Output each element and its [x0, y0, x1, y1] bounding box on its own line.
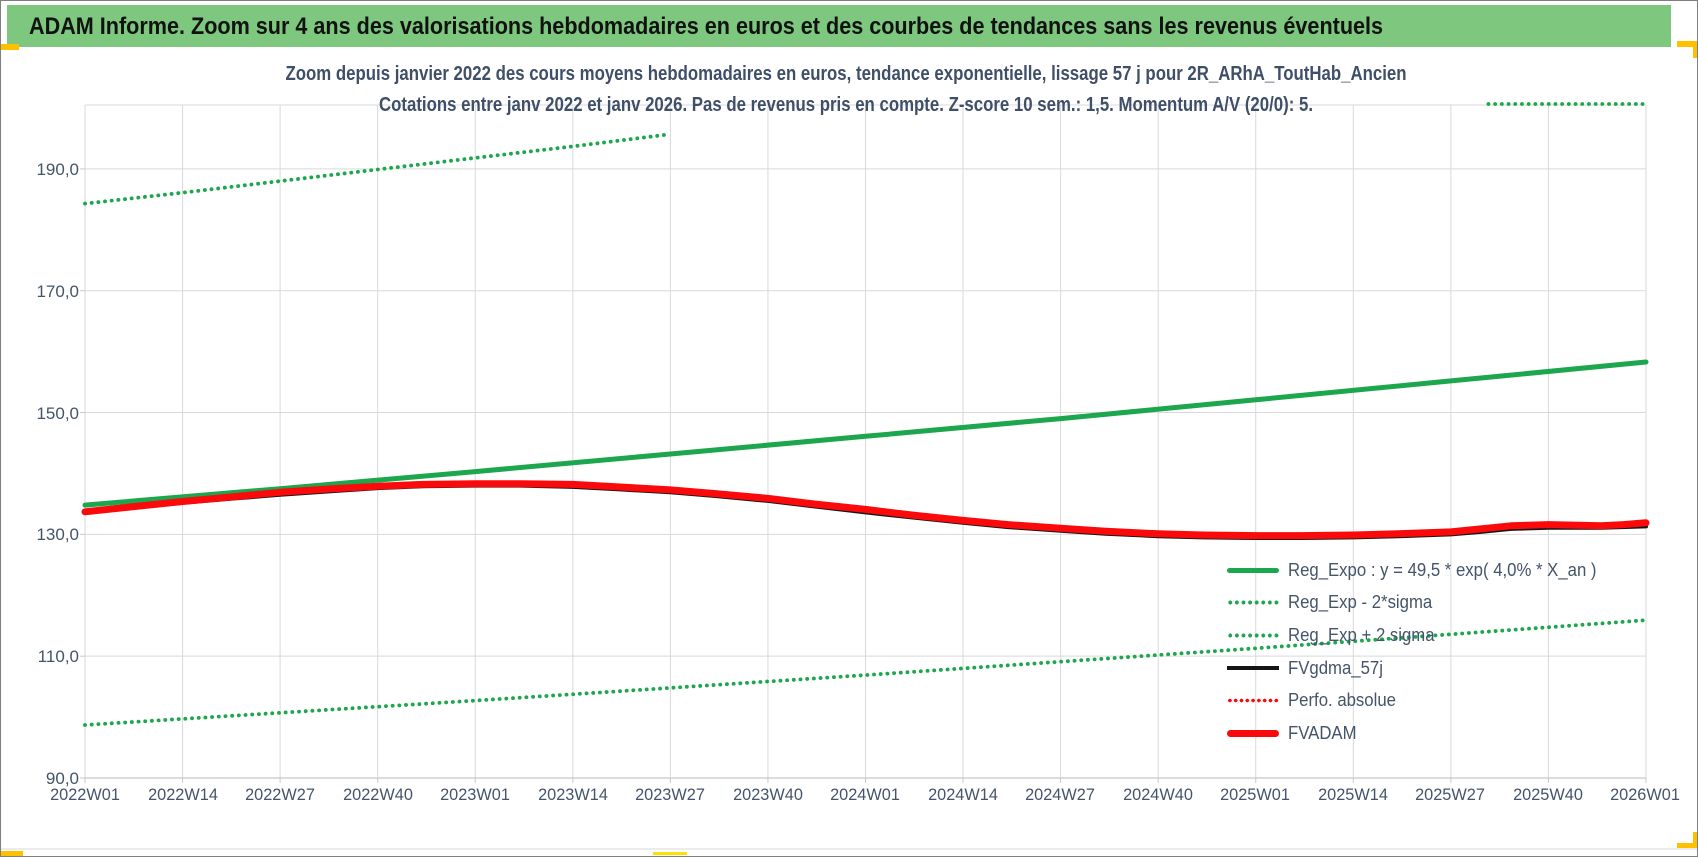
x-tick-label: 2023W14	[538, 785, 608, 804]
legend-label: Reg_Expo : y = 49,5 * exp( 4,0% * X_an )	[1288, 559, 1597, 580]
x-tick-label: 2022W01	[50, 785, 120, 804]
legend-label: FVADAM	[1288, 722, 1357, 743]
y-tick-label: 130,0	[36, 525, 79, 544]
legend-swatch-dotted-green-line	[1227, 600, 1279, 606]
x-tick-label: 2025W40	[1513, 785, 1583, 804]
legend-item-minus-2sigma: Reg_Exp - 2*sigma	[1227, 590, 1697, 616]
x-tick-label: 2026W01	[1610, 785, 1680, 804]
y-tick-label: 170,0	[36, 282, 79, 301]
x-tick-label: 2022W27	[245, 785, 315, 804]
series-reg-exp-minus-2sigma	[83, 618, 1648, 727]
series-reg-expo	[82, 359, 1649, 508]
header-banner: ADAM Informe. Zoom sur 4 ans des valoris…	[7, 5, 1671, 47]
y-tick-label: 190,0	[36, 160, 79, 179]
legend-label: Reg_Exp + 2 sigma	[1288, 624, 1435, 645]
legend-label: Reg_Exp - 2*sigma	[1288, 592, 1433, 613]
x-tick-label: 2025W01	[1220, 785, 1290, 804]
x-tick-label: 2024W40	[1123, 785, 1193, 804]
x-tick-label: 2024W14	[928, 785, 998, 804]
chart-title-line1: Zoom depuis janvier 2022 des cours moyen…	[285, 63, 1407, 85]
legend-swatch-dotted-green-line	[1227, 632, 1279, 638]
x-tick-label: 2024W27	[1025, 785, 1095, 804]
legend-item-fvgdma: FVgdma_57j	[1227, 655, 1697, 681]
x-tick-label: 2023W27	[635, 785, 705, 804]
legend-swatch-solid-green-line	[1227, 567, 1279, 573]
legend-swatch-solid-red-line	[1227, 729, 1279, 737]
chart-legend: Reg_Expo : y = 49,5 * exp( 4,0% * X_an )…	[1227, 547, 1697, 746]
legend-label: Perfo. absolue	[1288, 690, 1396, 711]
freeze-marker-bottom-right-h	[1677, 843, 1697, 849]
freeze-marker-top-right-h	[1677, 41, 1697, 47]
x-tick-label: 2022W40	[343, 785, 413, 804]
legend-label: FVgdma_57j	[1288, 657, 1383, 678]
legend-item-plus-2sigma: Reg_Exp + 2 sigma	[1227, 622, 1697, 648]
legend-item-perfo-absolue: Perfo. absolue	[1227, 688, 1697, 714]
x-tick-label: 2025W27	[1415, 785, 1485, 804]
series-fvadam	[81, 480, 1650, 540]
x-tick-label: 2022W14	[148, 785, 218, 804]
freeze-marker-bottom-left	[1, 851, 23, 856]
legend-swatch-solid-black-line	[1227, 666, 1279, 671]
x-tick-label: 2025W14	[1318, 785, 1388, 804]
x-tick-label: 2023W40	[733, 785, 803, 804]
legend-item-reg-expo: Reg_Expo : y = 49,5 * exp( 4,0% * X_an )	[1227, 557, 1697, 583]
y-tick-label: 150,0	[36, 404, 79, 423]
row-separator-line	[1, 848, 1697, 850]
legend-swatch-dotted-red-line	[1227, 698, 1279, 704]
series-reg-exp-plus-2sigma	[83, 132, 673, 206]
y-tick-label: 90,0	[45, 769, 79, 788]
freeze-marker-bottom-center	[653, 852, 687, 855]
y-tick-label: 110,0	[37, 647, 79, 666]
freeze-marker-top-left	[1, 44, 19, 50]
x-tick-label: 2023W01	[440, 785, 510, 804]
legend-item-fvadam: FVADAM	[1227, 720, 1697, 746]
freeze-marker-bottom-right-v	[1693, 832, 1697, 849]
chart-title-line2: Cotations entre janv 2022 et janv 2026. …	[378, 94, 1314, 116]
x-tick-label: 2024W01	[830, 785, 900, 804]
header-title: ADAM Informe. Zoom sur 4 ans des valoris…	[29, 13, 1384, 40]
freeze-marker-top-right-v	[1693, 41, 1697, 58]
